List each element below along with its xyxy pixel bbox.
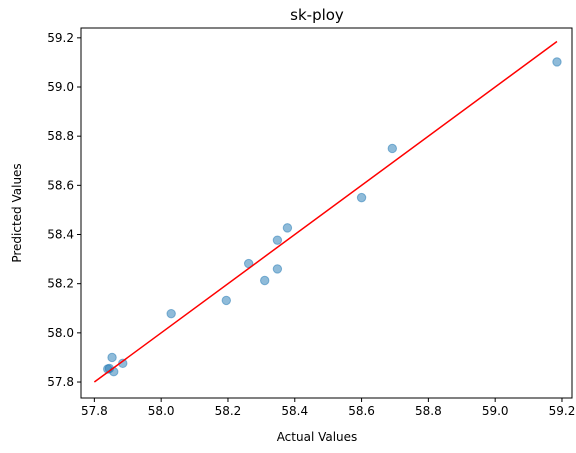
data-point <box>356 192 367 203</box>
x-tick-label: 59.2 <box>549 404 576 418</box>
data-point <box>387 143 397 154</box>
data-point <box>166 308 176 319</box>
axes-frame <box>80 27 573 399</box>
data-point <box>552 57 562 67</box>
data-point <box>282 223 293 233</box>
x-axis: 57.8 58.0 58.2 58.4 58.6 58.8 59.0 59.2 <box>81 398 575 418</box>
data-point <box>107 352 117 363</box>
y-tick-label: 58.6 <box>47 178 74 192</box>
y-tick-label: 59.2 <box>47 31 74 45</box>
x-tick-label: 58.0 <box>148 404 175 418</box>
reference-line <box>93 40 558 383</box>
data-point <box>272 235 283 245</box>
x-tick-label: 58.2 <box>215 404 242 418</box>
y-tick-label: 57.8 <box>47 375 74 389</box>
x-tick-label: 58.8 <box>415 404 442 418</box>
y-tick-label: 58.2 <box>47 277 74 291</box>
y-axis-label: Predicted Values <box>10 163 24 262</box>
x-tick-label: 58.6 <box>348 404 375 418</box>
chart-title: sk-ploy <box>290 6 344 24</box>
y-tick-label: 58.8 <box>47 129 74 143</box>
y-axis: 57.8 58.0 58.2 58.4 58.6 58.8 59.0 59.2 <box>47 31 81 389</box>
plot-area <box>93 40 562 383</box>
x-tick-label: 57.8 <box>81 404 108 418</box>
y-tick-label: 58.0 <box>47 326 74 340</box>
data-point <box>221 295 232 306</box>
y-tick-label: 58.4 <box>47 228 74 242</box>
x-tick-label: 58.4 <box>281 404 308 418</box>
x-tick-label: 59.0 <box>482 404 509 418</box>
data-point <box>260 275 270 286</box>
data-point <box>109 366 119 377</box>
y-tick-label: 59.0 <box>47 80 74 94</box>
data-point <box>272 264 283 274</box>
x-axis-label: Actual Values <box>277 430 358 444</box>
